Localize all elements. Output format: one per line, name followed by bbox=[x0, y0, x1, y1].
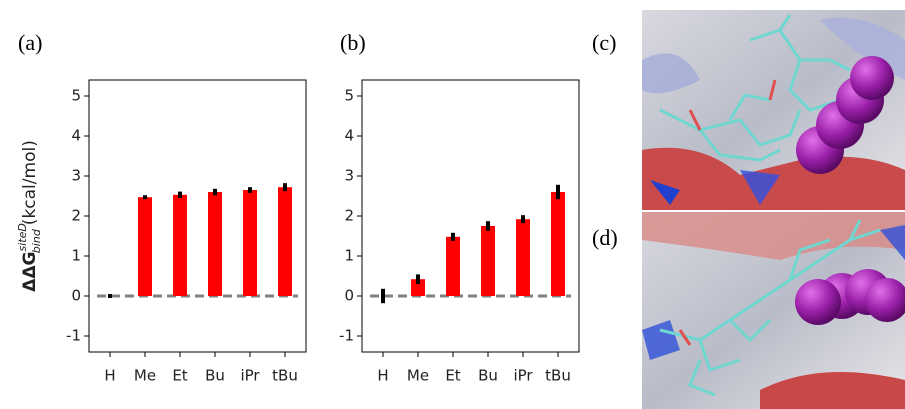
x-tick-label: Et bbox=[172, 367, 187, 385]
y-tick-label: 4 bbox=[344, 127, 354, 145]
plot-frame bbox=[362, 80, 579, 352]
image-label: (d) bbox=[592, 225, 618, 250]
y-tick-label: 5 bbox=[344, 87, 354, 105]
panel-label: (b) bbox=[340, 30, 366, 55]
x-tick-label: Bu bbox=[205, 367, 225, 385]
panel-label: (a) bbox=[18, 30, 42, 55]
molecule-image-c bbox=[642, 10, 905, 210]
bar bbox=[446, 237, 460, 296]
y-tick-label: 3 bbox=[71, 167, 81, 185]
bar bbox=[138, 197, 152, 296]
bar bbox=[516, 219, 530, 296]
y-label-main: ΔΔG bbox=[20, 252, 40, 292]
x-tick-label: H bbox=[377, 367, 388, 385]
y-tick-label: 0 bbox=[344, 287, 354, 305]
y-tick-label: 3 bbox=[344, 167, 354, 185]
image-label: (c) bbox=[592, 30, 616, 55]
plot-frame bbox=[89, 80, 306, 352]
x-tick-label: Me bbox=[134, 367, 156, 385]
y-axis-label: ΔΔGsiteDbind (kcal/mol) bbox=[16, 140, 43, 292]
x-tick-label: Me bbox=[407, 367, 429, 385]
x-tick-label: iPr bbox=[240, 367, 260, 385]
y-tick-label: 2 bbox=[71, 207, 81, 225]
figure: (c) (d) (a)-1012345HMeEtBuiPrtBuΔΔGsiteD… bbox=[0, 0, 905, 409]
y-label-sup: siteD bbox=[16, 223, 29, 251]
x-tick-label: tBu bbox=[545, 367, 571, 385]
y-label-unit: (kcal/mol) bbox=[20, 140, 40, 225]
y-tick-label: 4 bbox=[71, 127, 81, 145]
bar bbox=[243, 190, 257, 296]
bar bbox=[278, 187, 292, 296]
y-tick-label: 1 bbox=[71, 247, 81, 265]
y-tick-label: 5 bbox=[71, 87, 81, 105]
bar bbox=[173, 195, 187, 296]
y-tick-label: 0 bbox=[71, 287, 81, 305]
y-label-sub: bind bbox=[30, 228, 43, 253]
x-tick-label: H bbox=[104, 367, 115, 385]
x-tick-label: tBu bbox=[272, 367, 298, 385]
y-tick-label: 2 bbox=[344, 207, 354, 225]
bar bbox=[481, 226, 495, 296]
bar bbox=[551, 192, 565, 296]
y-tick-label: -1 bbox=[339, 327, 354, 345]
y-tick-label: -1 bbox=[66, 327, 81, 345]
x-tick-label: Bu bbox=[478, 367, 498, 385]
molecule-image-d bbox=[642, 212, 905, 409]
x-tick-label: iPr bbox=[513, 367, 533, 385]
x-tick-label: Et bbox=[445, 367, 460, 385]
y-tick-label: 1 bbox=[344, 247, 354, 265]
bar bbox=[208, 192, 222, 296]
